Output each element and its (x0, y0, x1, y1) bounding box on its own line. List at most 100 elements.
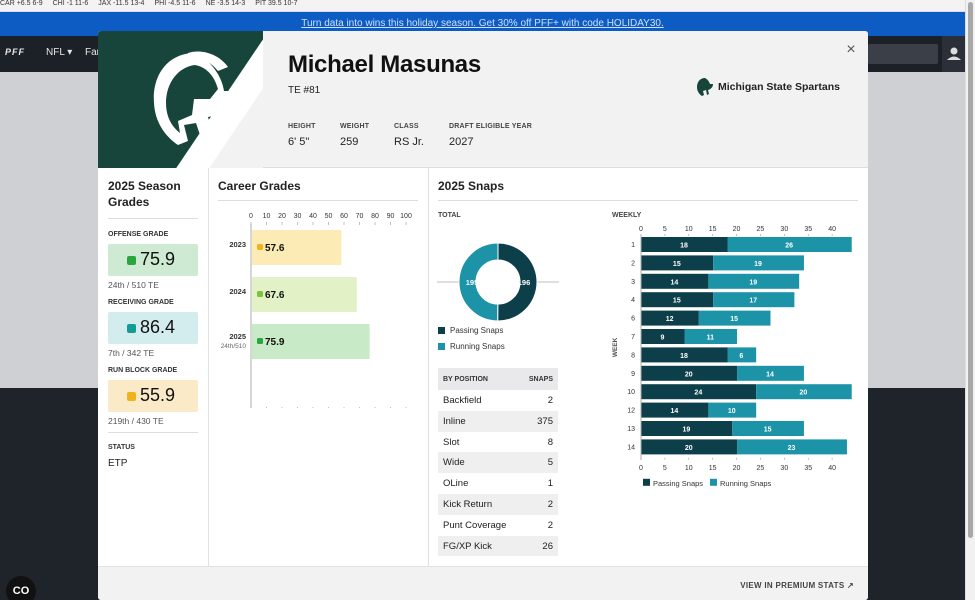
bio-weight: WEIGHT 259 (340, 123, 370, 148)
position-snaps: 8 (547, 436, 553, 448)
weekly-bar-passing (641, 384, 757, 400)
weekly-bar-passing (641, 365, 738, 381)
position-name: OLine (443, 478, 469, 490)
career-grade-dot (257, 291, 263, 297)
offense-grade-rank: 24th / 510 TE (108, 280, 159, 290)
weekly-y-axis-label: WEEK (612, 337, 619, 357)
player-header: Michael Masunas TE #81 HEIGHT 6' 5" WEIGH… (98, 31, 868, 168)
weekly-tick-bottom: 30 (780, 465, 788, 472)
weekly-bar-running (737, 365, 804, 381)
modal-footer: VIEW IN PREMIUM STATS ↗ (98, 566, 868, 600)
weekly-tick-bottom: 35 (804, 465, 812, 472)
donut-label-passing: 196 (518, 278, 531, 287)
scrollbar-thumb[interactable] (968, 2, 973, 538)
position-snaps: 375 (537, 415, 553, 427)
weekly-week-label: 6 (631, 316, 635, 323)
career-tick-top: 20 (278, 213, 286, 220)
position-snaps: 1 (547, 478, 553, 490)
spartan-helmet-icon (153, 51, 236, 145)
receiving-grade-box: 86.4 (108, 312, 198, 344)
position-snaps: 2 (547, 498, 553, 510)
ticker-item[interactable]: PHI -4.5 11-6 (154, 0, 196, 7)
ticker-item[interactable]: CAR +6.5 6-9 (0, 0, 43, 7)
weekly-bar-running (698, 310, 771, 326)
weekly-bar-passing (641, 310, 699, 326)
weekly-bar-running (727, 347, 757, 363)
score-ticker: CAR +6.5 6-9 CHI -1 11-6 JAX -11.5 13-4 PHI… (0, 0, 965, 12)
bio-height: HEIGHT 6' 5" (288, 123, 316, 148)
table-row: Slot 8 (438, 431, 558, 453)
weekly-week-label: 12 (627, 408, 635, 415)
career-grades-chart: 0010102020303040405050606070708080909010… (221, 213, 412, 408)
career-tick-top: 70 (356, 213, 364, 220)
position-name: FG/XP Kick (443, 540, 492, 552)
weekly-tick-bottom: 20 (733, 465, 741, 472)
ticker-item[interactable]: NE -3.5 14-3 (205, 0, 246, 7)
career-grades-panel: Career Grades 00101020203030404050506060… (209, 168, 429, 566)
weekly-bar-passing (641, 347, 728, 363)
weekly-bar-running (737, 439, 847, 455)
team-logo-icon (697, 78, 713, 96)
career-tick-top: 100 (400, 213, 412, 220)
ticker-item[interactable]: JAX -11.5 13-4 (98, 0, 145, 7)
weekly-tick-top: 0 (639, 226, 643, 233)
weekly-bar-running (708, 402, 757, 418)
weekly-week-label: 13 (627, 426, 635, 433)
career-bar-label: 67.6 (265, 290, 285, 301)
career-tick-top: 50 (325, 213, 333, 220)
donut-slice-passing (497, 242, 538, 322)
weekly-week-label: 14 (627, 444, 635, 451)
weekly-bar-running (713, 255, 804, 271)
weekly-bar-passing-label: 15 (673, 261, 681, 268)
weekly-week-label: 7 (631, 334, 635, 341)
weekly-bar-running-label: 19 (749, 279, 757, 286)
chat-badge[interactable]: CO (6, 576, 36, 600)
table-header: BY POSITION SNAPS (438, 368, 558, 390)
career-year-label: 2023 (229, 240, 246, 249)
weekly-tick-top: 15 (709, 226, 717, 233)
weekly-bar-running (732, 421, 804, 436)
weekly-bar-passing (641, 292, 714, 308)
weekly-bar-running-label: 15 (764, 427, 772, 434)
ticker-item[interactable]: CHI -1 11-6 (52, 0, 89, 7)
search-input[interactable] (868, 44, 938, 64)
offense-grade: OFFENSE GRADE 75.9 24th / 510 TE (108, 231, 198, 290)
team-logo-panel (98, 31, 263, 168)
team-name[interactable]: Michigan State Spartans (697, 78, 840, 96)
page-scrollbar[interactable] (965, 0, 975, 600)
player-name: Michael Masunas (288, 51, 481, 78)
career-grade-dot (257, 338, 263, 344)
ticker-item[interactable]: PIT 39.5 10-7 (255, 0, 298, 7)
career-tick-top: 30 (294, 213, 302, 220)
career-tick-top: 40 (309, 213, 317, 220)
position-snaps: 2 (547, 519, 553, 531)
weekly-bar-passing-label: 14 (671, 279, 679, 286)
weekly-week-label: 9 (631, 371, 635, 378)
weekly-bar-passing (641, 273, 709, 289)
career-bar-2025 (252, 324, 370, 359)
nav-nfl-menu[interactable]: NFL ▾ (46, 47, 73, 58)
career-grades-title: Career Grades (218, 179, 301, 193)
snaps-title: 2025 Snaps (438, 179, 505, 193)
weekly-bar-running-label: 17 (749, 298, 757, 305)
weekly-label: WEEKLY (612, 212, 642, 219)
career-bar-label: 57.6 (265, 243, 285, 254)
receiving-grade: RECEIVING GRADE 86.4 7th / 342 TE (108, 299, 198, 358)
career-bar-2024 (252, 277, 357, 312)
weekly-bar-passing (641, 402, 709, 418)
position-snaps: 26 (542, 540, 553, 552)
pff-logo[interactable]: PFF (5, 47, 25, 57)
close-button[interactable]: × (846, 41, 856, 58)
position-snaps: 5 (547, 457, 553, 469)
nav-fantasy-menu[interactable]: Fan (85, 47, 103, 58)
premium-stats-link[interactable]: VIEW IN PREMIUM STATS ↗ (740, 581, 854, 590)
donut-label-running: 195 (466, 278, 479, 287)
season-grades-title: 2025 Season Grades (108, 179, 181, 209)
career-tick-top: 0 (249, 213, 253, 220)
position-name: Slot (443, 436, 460, 448)
user-icon[interactable] (942, 36, 965, 72)
weekly-tick-top: 5 (663, 226, 667, 233)
career-bar-2023 (252, 230, 342, 265)
weekly-week-label: 8 (631, 352, 635, 359)
